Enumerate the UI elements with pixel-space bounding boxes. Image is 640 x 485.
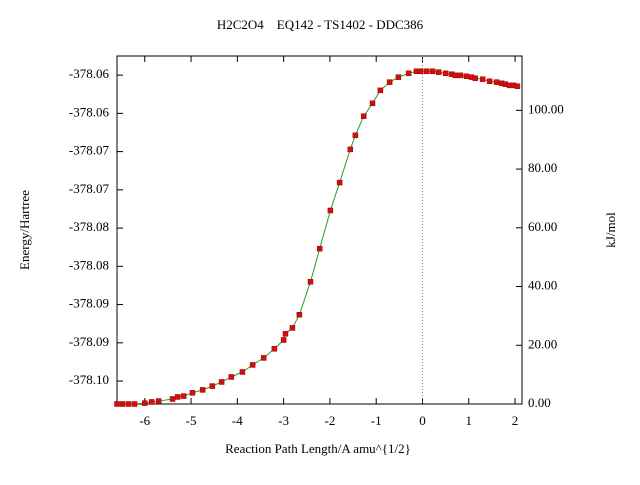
data-point	[271, 346, 278, 352]
data-point	[493, 79, 500, 85]
data-point	[463, 73, 470, 80]
y-tick-label: -378.07	[69, 181, 110, 196]
data-point	[180, 393, 187, 399]
data-point	[260, 355, 267, 361]
data-point	[307, 279, 314, 285]
data-point	[239, 369, 246, 375]
x-tick-label: -1	[371, 413, 382, 428]
data-point	[280, 337, 287, 343]
data-point	[452, 72, 459, 79]
data-point	[435, 69, 442, 75]
data-point	[296, 311, 303, 318]
data-point	[386, 79, 393, 85]
chart-title: H2C2O4 EQ142 - TS1402 - DDC386	[217, 17, 424, 32]
x-tick-label: 0	[419, 413, 426, 428]
data-point	[249, 362, 256, 368]
data-point	[429, 68, 436, 75]
y-tick-label: -378.09	[69, 296, 109, 311]
data-point	[423, 68, 430, 75]
data-point	[125, 401, 132, 407]
series-line	[117, 70, 518, 405]
y-tick-label: -378.10	[69, 372, 109, 387]
data-point	[514, 83, 521, 89]
plot-frame	[116, 55, 523, 405]
y2-axis-label: kJ/mol	[603, 212, 618, 248]
data-point	[174, 394, 181, 400]
y2-tick-label: 60.00	[528, 219, 557, 234]
data-point	[472, 75, 479, 82]
data-point	[352, 132, 359, 139]
data-point	[327, 207, 334, 214]
data-point	[457, 72, 464, 79]
data-point	[316, 245, 323, 252]
data-point	[148, 399, 155, 405]
y2-tick-label: 40.00	[528, 278, 557, 293]
data-point	[377, 87, 384, 94]
data-point	[228, 374, 235, 380]
x-tick-label: -4	[232, 413, 243, 428]
data-point	[119, 401, 126, 407]
data-point	[395, 74, 402, 80]
data-point	[479, 76, 486, 82]
y2-tick-label: 0.00	[528, 395, 551, 410]
data-point	[360, 113, 367, 119]
x-tick-label: -3	[278, 413, 289, 428]
data-point	[336, 179, 343, 186]
y-tick-label: -378.07	[69, 143, 110, 158]
data-point	[209, 383, 216, 389]
data-point	[142, 400, 148, 406]
x-tick-label: 1	[466, 413, 473, 428]
y-tick-label: -378.08	[69, 219, 109, 234]
y-tick-label: -378.08	[69, 257, 109, 272]
data-point	[282, 331, 289, 337]
data-point	[218, 379, 225, 385]
data-point	[369, 100, 376, 107]
data-point	[405, 70, 412, 77]
y2-tick-label: 100.00	[528, 101, 564, 116]
y-tick-label: -378.06	[69, 104, 110, 119]
x-tick-label: -6	[139, 413, 150, 428]
x-tick-label: -5	[186, 413, 197, 428]
y-axis-label: Energy/Hartree	[17, 190, 32, 270]
data-point	[442, 70, 449, 77]
y-tick-label: -378.06	[69, 66, 110, 81]
data-point	[199, 387, 206, 393]
data-point	[169, 396, 176, 402]
data-point	[131, 401, 138, 407]
data-point	[114, 401, 120, 407]
x-axis-label: Reaction Path Length/A amu^{1/2}	[225, 441, 411, 456]
y2-tick-label: 20.00	[528, 336, 557, 351]
x-tick-label: -2	[324, 413, 335, 428]
data-point	[189, 390, 196, 396]
data-point	[347, 146, 354, 153]
data-point	[417, 68, 424, 75]
data-point	[486, 78, 493, 85]
data-point	[289, 325, 296, 331]
y2-tick-label: 80.00	[528, 160, 557, 175]
y-tick-label: -378.09	[69, 334, 109, 349]
data-point	[155, 398, 162, 404]
x-tick-label: 2	[512, 413, 519, 428]
